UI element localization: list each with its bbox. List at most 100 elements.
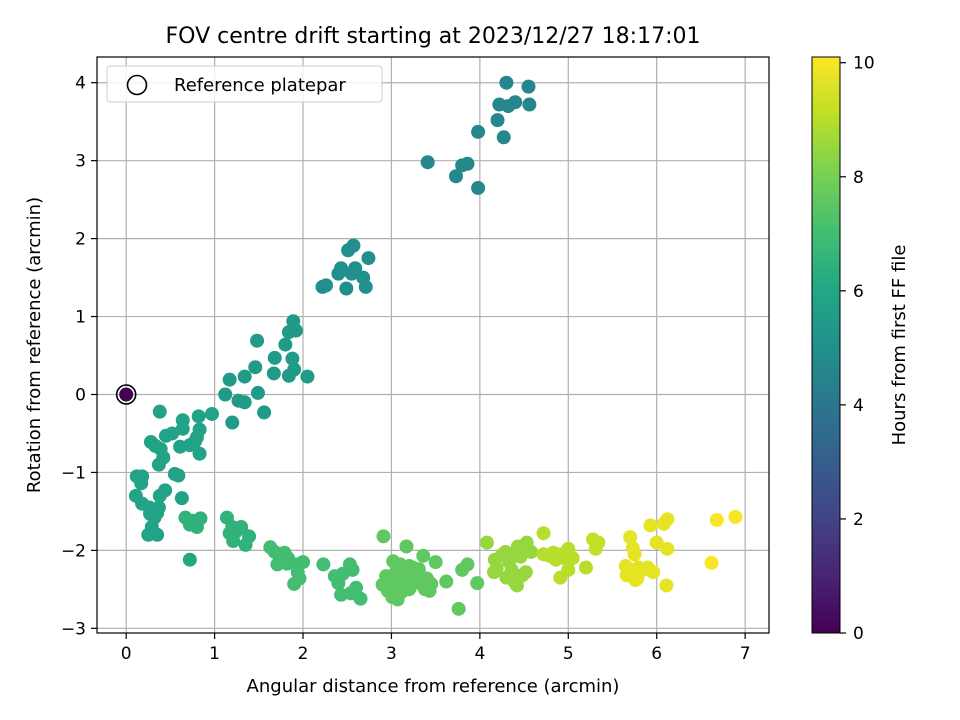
x-tick-label: 5 [563, 644, 574, 664]
data-point [152, 404, 167, 419]
plot-frame [96, 56, 770, 634]
colorbar-tick-label: 0 [853, 624, 864, 644]
legend-entry-reference: Reference platepar [174, 75, 346, 96]
data-point [513, 549, 528, 564]
x-tick-label: 4 [474, 644, 485, 664]
data-point [151, 457, 166, 472]
data-point [339, 281, 354, 296]
data-point [536, 526, 551, 541]
data-point [331, 266, 346, 281]
chart-title: FOV centre drift starting at 2023/12/27 … [166, 24, 701, 49]
data-point [439, 574, 454, 589]
data-point [422, 583, 437, 598]
data-point [471, 180, 486, 195]
data-point [182, 552, 197, 567]
data-point [390, 592, 405, 607]
data-point [649, 535, 664, 550]
data-point [646, 565, 661, 580]
x-tick-label: 7 [740, 644, 751, 664]
data-point [257, 405, 272, 420]
data-point [451, 601, 466, 616]
data-point [248, 360, 263, 375]
data-point [250, 385, 265, 400]
data-point [152, 488, 167, 503]
data-point [623, 530, 638, 545]
data-point [659, 578, 674, 593]
data-point [521, 79, 536, 94]
data-point [416, 548, 431, 563]
data-point [643, 518, 658, 533]
data-point [376, 529, 391, 544]
data-point [460, 557, 475, 572]
data-point [341, 243, 356, 258]
reference-point-ring [115, 384, 137, 405]
data-point [518, 565, 533, 580]
x-tick-label: 6 [651, 644, 662, 664]
y-tick-label: 3 [75, 152, 86, 172]
data-point [237, 369, 252, 384]
data-point [204, 406, 219, 421]
x-axis-label: Angular distance from reference (arcmin) [247, 676, 620, 697]
y-tick-label: 1 [75, 308, 86, 328]
data-point [402, 582, 417, 597]
reference-point-layer [115, 384, 137, 405]
colorbar-ticks: 0 2 4 6 8 10 [840, 54, 875, 644]
data-point [588, 541, 603, 556]
data-point [578, 560, 593, 575]
data-point [222, 372, 237, 387]
y-tick-label: −3 [61, 619, 86, 639]
data-point [175, 421, 190, 436]
y-tick-label: 0 [75, 385, 86, 405]
colorbar: 0 2 4 6 8 10 Hours from first FF file [811, 54, 910, 644]
data-point [281, 368, 296, 383]
data-point [331, 576, 346, 591]
data-point [287, 576, 302, 591]
data-point [191, 409, 206, 424]
data-point [428, 555, 443, 570]
data-point [300, 369, 315, 384]
colorbar-gradient [811, 56, 841, 634]
data-point [141, 527, 156, 542]
data-point [353, 591, 368, 606]
x-tick-label: 2 [298, 644, 309, 664]
data-point [361, 251, 376, 266]
reference-point [119, 387, 134, 402]
data-point [344, 266, 359, 281]
data-point [238, 537, 253, 552]
y-tick-label: 2 [75, 230, 86, 250]
data-point [660, 541, 675, 556]
data-point [226, 534, 241, 549]
data-point [490, 113, 505, 128]
data-point [237, 395, 252, 410]
colorbar-tick-label: 10 [853, 54, 875, 74]
data-point [460, 156, 475, 171]
data-point [470, 576, 485, 591]
legend: Reference platepar [106, 65, 383, 103]
data-points [128, 75, 743, 616]
data-point [487, 565, 502, 580]
data-point [134, 476, 149, 491]
data-point [281, 325, 296, 340]
data-point [448, 169, 463, 184]
data-point [399, 539, 414, 554]
data-point [334, 587, 349, 602]
data-point [174, 491, 189, 506]
data-point [278, 337, 293, 352]
data-point [627, 547, 642, 562]
data-point [704, 555, 719, 570]
data-point [499, 75, 514, 90]
data-point [315, 279, 330, 294]
y-axis-label: Rotation from reference (arcmin) [24, 197, 45, 493]
x-tick-label: 0 [121, 644, 132, 664]
y-tick-label: −2 [61, 541, 86, 561]
data-point [266, 366, 281, 381]
x-tick-label: 3 [386, 644, 397, 664]
data-point [524, 544, 539, 559]
data-point [267, 350, 282, 365]
data-point [225, 415, 240, 430]
data-point [499, 570, 514, 585]
y-tick-label: −1 [61, 463, 86, 483]
data-point [565, 551, 580, 566]
